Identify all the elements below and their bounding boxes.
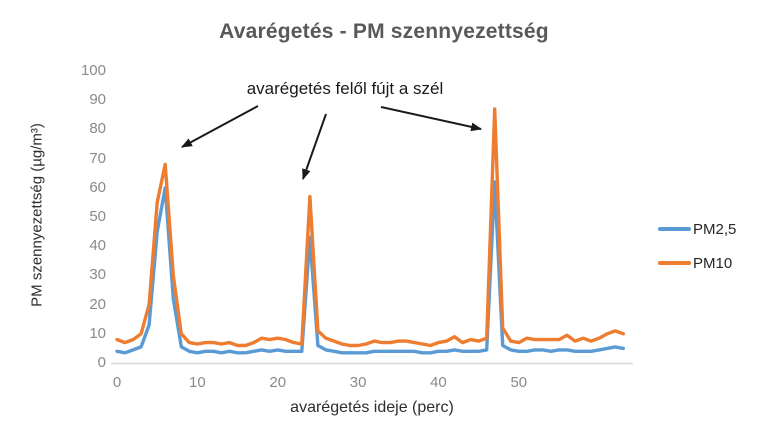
legend-item-pm25: PM2,5 <box>658 220 736 238</box>
series-line-pm25 <box>115 180 625 355</box>
y-tick-label: 0 <box>97 354 106 371</box>
annotation-arrow <box>302 113 327 181</box>
data-series <box>115 107 625 355</box>
pm25-line-swatch <box>658 227 691 231</box>
x-tick-label: 0 <box>112 374 122 391</box>
annotation-arrows <box>181 105 483 181</box>
annotation-arrow <box>380 106 483 132</box>
pm10-line-swatch <box>658 261 691 265</box>
chart-legend: PM2,5 PM10 <box>658 220 736 288</box>
y-tick-label: 70 <box>89 149 106 167</box>
y-tick-label: 20 <box>89 295 106 313</box>
legend-label-pm10: PM10 <box>693 254 733 272</box>
annotation-label: avarégetés felől fújt a szél <box>246 79 444 98</box>
y-tick-label: 100 <box>80 62 106 79</box>
y-tick-label: 30 <box>89 266 106 284</box>
y-tick-label: 40 <box>89 237 106 255</box>
series-line-pm10 <box>115 107 625 348</box>
x-tick-label: 40 <box>430 374 447 391</box>
x-tick-label: 30 <box>349 374 367 391</box>
y-tick-label: 50 <box>89 208 106 225</box>
annotation-arrow <box>181 105 259 148</box>
chart-title: Avarégetés - PM szennyezettség <box>219 20 549 43</box>
x-tick-label: 50 <box>510 374 528 391</box>
x-tick-label: 10 <box>189 374 206 391</box>
y-tick-label: 10 <box>89 324 106 342</box>
legend-item-pm10: PM10 <box>658 254 736 272</box>
legend-label-pm25: PM2,5 <box>693 220 737 238</box>
x-axis-title: avarégetés ideje (perc) <box>290 399 454 416</box>
x-tick-label: 20 <box>269 374 287 391</box>
y-tick-label: 60 <box>89 178 106 196</box>
y-tick-label: 80 <box>89 120 106 138</box>
y-tick-label: 90 <box>89 91 106 109</box>
